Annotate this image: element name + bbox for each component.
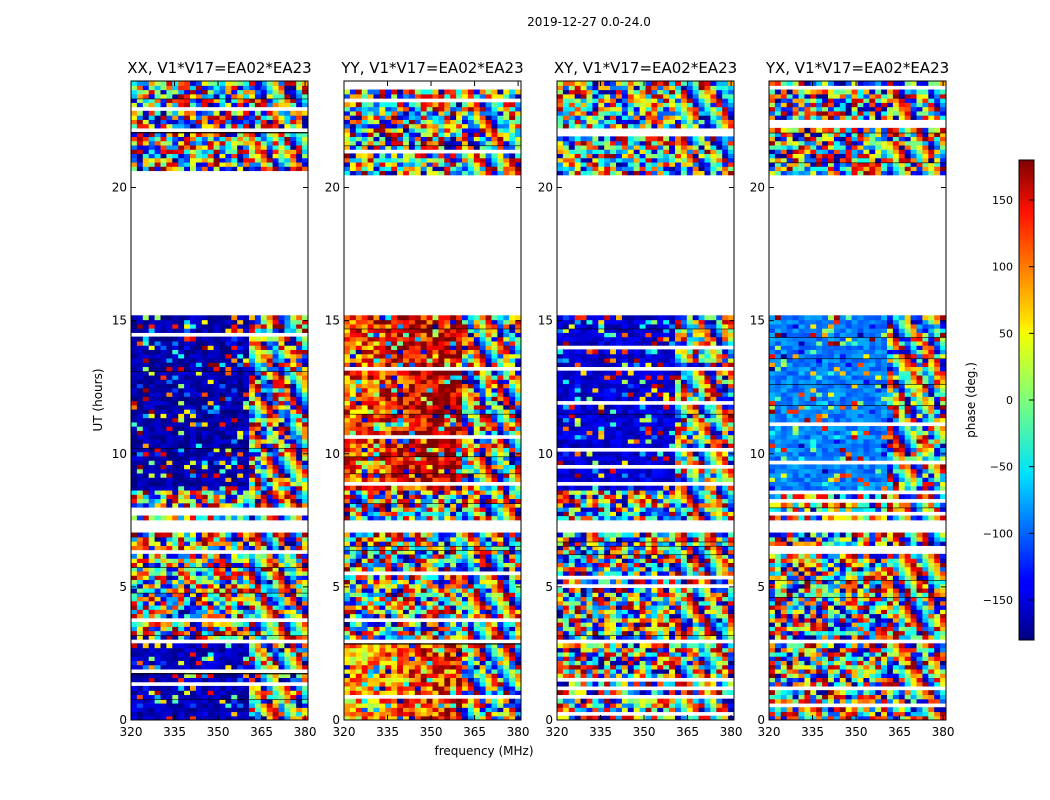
y-tick-label: 0 bbox=[757, 713, 765, 727]
y-tick-label: 5 bbox=[119, 580, 127, 594]
x-tick-label: 350 bbox=[207, 725, 230, 739]
y-tick-label: 15 bbox=[750, 314, 765, 328]
panel-3: XY, V1*V17=EA02*EA23 320 335 350 365 380 0 5 10 1… bbox=[538, 59, 743, 739]
x-tick-label: 320 bbox=[120, 725, 143, 739]
x-tick-label: 365 bbox=[250, 725, 273, 739]
x-tick-label: 365 bbox=[463, 725, 486, 739]
panel-2-frame bbox=[343, 80, 522, 721]
panel-1-title: XX, V1*V17=EA02*EA23 bbox=[127, 59, 311, 77]
x-tick-label: 350 bbox=[845, 725, 868, 739]
y-tick-label: 0 bbox=[545, 713, 553, 727]
panel-2: YY, V1*V17=EA02*EA23 320 335 350 365 380 0 5 10 1… bbox=[325, 59, 530, 739]
x-tick-label: 335 bbox=[376, 725, 399, 739]
panel-1: XX, V1*V17=EA02*EA23 320 335 350 365 380 0 5 10 1… bbox=[112, 59, 317, 739]
colorbar-tick-label: −50 bbox=[990, 461, 1013, 474]
y-tick-label: 20 bbox=[750, 181, 765, 195]
colorbar: 150 100 50 0 −50 −100 −150 phase (deg.) bbox=[964, 159, 1035, 641]
panel-2-title: YY, V1*V17=EA02*EA23 bbox=[340, 59, 523, 77]
x-tick-label: 320 bbox=[758, 725, 781, 739]
panel-3-frame bbox=[556, 80, 735, 721]
panel-4-frame bbox=[768, 80, 947, 721]
y-tick-label: 20 bbox=[538, 181, 553, 195]
y-tick-label: 15 bbox=[538, 314, 553, 328]
panel-2-heatmap bbox=[344, 81, 521, 720]
panel-1-frame bbox=[130, 80, 309, 721]
panel-3-heatmap bbox=[557, 81, 734, 720]
colorbar-tick-label: 50 bbox=[999, 327, 1013, 340]
colorbar-tick-label: 150 bbox=[992, 194, 1013, 207]
y-tick-label: 5 bbox=[545, 580, 553, 594]
y-tick-label: 20 bbox=[112, 181, 127, 195]
figure-suptitle: 2019-12-27 0.0-24.0 bbox=[527, 15, 651, 29]
x-tick-label: 320 bbox=[546, 725, 569, 739]
x-tick-label: 365 bbox=[676, 725, 699, 739]
colorbar-ticks: 150 100 50 0 −50 −100 −150 bbox=[983, 194, 1034, 607]
y-tick-label: 10 bbox=[325, 447, 340, 461]
y-tick-label: 20 bbox=[325, 181, 340, 195]
x-tick-label: 380 bbox=[932, 725, 955, 739]
y-tick-label: 0 bbox=[119, 713, 127, 727]
x-tick-label: 335 bbox=[801, 725, 824, 739]
panels-group: XX, V1*V17=EA02*EA23 320 335 350 365 380 0 5 10 1… bbox=[112, 59, 955, 739]
y-tick-label: 10 bbox=[112, 447, 127, 461]
y-tick-label: 15 bbox=[112, 314, 127, 328]
y-tick-label: 5 bbox=[332, 580, 340, 594]
x-tick-label: 380 bbox=[294, 725, 317, 739]
colorbar-tick-label: −100 bbox=[983, 527, 1013, 540]
y-tick-label: 10 bbox=[538, 447, 553, 461]
x-tick-label: 350 bbox=[420, 725, 443, 739]
colorbar-tick-label: −150 bbox=[983, 594, 1013, 607]
y-axis-label: UT (hours) bbox=[91, 368, 105, 431]
y-tick-label: 5 bbox=[757, 580, 765, 594]
panel-4: YX, V1*V17=EA02*EA23 320 335 350 365 380 0 5 10 1… bbox=[750, 59, 955, 739]
y-tick-label: 10 bbox=[750, 447, 765, 461]
x-tick-label: 380 bbox=[507, 725, 530, 739]
x-tick-label: 320 bbox=[333, 725, 356, 739]
colorbar-tick-label: 0 bbox=[1006, 394, 1013, 407]
x-axis-label: frequency (MHz) bbox=[434, 744, 533, 758]
x-tick-label: 335 bbox=[589, 725, 612, 739]
panel-1-heatmap bbox=[131, 81, 308, 720]
y-tick-label: 15 bbox=[325, 314, 340, 328]
x-tick-label: 350 bbox=[633, 725, 656, 739]
x-tick-label: 335 bbox=[163, 725, 186, 739]
x-tick-label: 380 bbox=[720, 725, 743, 739]
colorbar-tick-label: 100 bbox=[992, 261, 1013, 274]
y-tick-label: 0 bbox=[332, 713, 340, 727]
panel-4-title: YX, V1*V17=EA02*EA23 bbox=[765, 59, 949, 77]
panel-4-heatmap bbox=[769, 81, 946, 720]
x-tick-label: 365 bbox=[888, 725, 911, 739]
colorbar-label: phase (deg.) bbox=[964, 362, 978, 438]
panel-3-title: XY, V1*V17=EA02*EA23 bbox=[554, 59, 737, 77]
